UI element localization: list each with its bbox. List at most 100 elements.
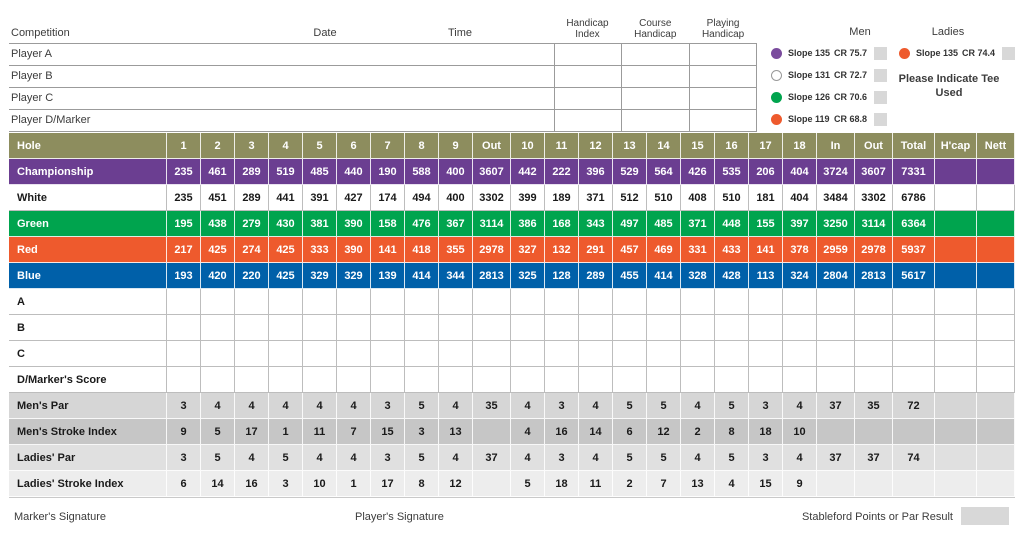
score-cell[interactable] <box>817 367 855 393</box>
score-cell[interactable] <box>473 289 511 315</box>
score-cell[interactable] <box>855 289 893 315</box>
tee-checkbox[interactable] <box>1002 46 1015 60</box>
score-cell[interactable] <box>269 367 303 393</box>
score-cell[interactable] <box>371 289 405 315</box>
score-cell[interactable] <box>749 289 783 315</box>
score-cell[interactable] <box>647 289 681 315</box>
score-cell[interactable] <box>201 315 235 341</box>
score-cell[interactable] <box>235 367 269 393</box>
score-cell[interactable] <box>473 367 511 393</box>
score-cell[interactable] <box>817 315 855 341</box>
stableford-result-box[interactable] <box>961 507 1009 525</box>
handicap-entry-cell[interactable] <box>553 44 622 65</box>
score-cell[interactable] <box>579 367 613 393</box>
score-cell[interactable] <box>545 341 579 367</box>
score-cell[interactable] <box>303 367 337 393</box>
score-cell[interactable] <box>613 315 647 341</box>
score-cell[interactable] <box>439 367 473 393</box>
score-cell[interactable] <box>371 315 405 341</box>
score-cell[interactable] <box>545 315 579 341</box>
score-cell[interactable] <box>749 341 783 367</box>
score-cell[interactable] <box>893 315 935 341</box>
score-cell[interactable] <box>201 289 235 315</box>
score-cell[interactable] <box>473 315 511 341</box>
score-cell[interactable] <box>371 341 405 367</box>
score-cell[interactable] <box>511 367 545 393</box>
handicap-entry-cell[interactable] <box>689 44 757 65</box>
score-cell[interactable] <box>613 289 647 315</box>
score-cell[interactable] <box>337 289 371 315</box>
score-cell[interactable] <box>783 341 817 367</box>
score-cell[interactable] <box>235 289 269 315</box>
score-cell[interactable] <box>545 367 579 393</box>
score-cell[interactable] <box>783 289 817 315</box>
score-cell[interactable] <box>303 315 337 341</box>
score-cell[interactable] <box>855 341 893 367</box>
score-cell[interactable] <box>337 315 371 341</box>
score-cell[interactable] <box>579 289 613 315</box>
tee-checkbox[interactable] <box>874 90 887 104</box>
score-cell[interactable] <box>439 289 473 315</box>
score-cell[interactable] <box>817 289 855 315</box>
score-cell[interactable] <box>935 367 977 393</box>
score-cell[interactable] <box>749 315 783 341</box>
score-cell[interactable] <box>235 341 269 367</box>
score-cell[interactable] <box>269 289 303 315</box>
score-cell[interactable] <box>935 315 977 341</box>
score-cell[interactable] <box>201 341 235 367</box>
score-cell[interactable] <box>749 367 783 393</box>
handicap-entry-cell[interactable] <box>621 66 689 87</box>
score-cell[interactable] <box>783 367 817 393</box>
score-cell[interactable] <box>371 367 405 393</box>
handicap-entry-cell[interactable] <box>621 110 689 131</box>
score-cell[interactable] <box>715 367 749 393</box>
score-cell[interactable] <box>439 315 473 341</box>
score-cell[interactable] <box>167 315 201 341</box>
score-cell[interactable] <box>405 315 439 341</box>
tee-checkbox[interactable] <box>874 68 887 82</box>
score-cell[interactable] <box>579 341 613 367</box>
score-cell[interactable] <box>167 341 201 367</box>
handicap-entry-cell[interactable] <box>621 88 689 109</box>
score-cell[interactable] <box>893 367 935 393</box>
score-cell[interactable] <box>269 315 303 341</box>
score-cell[interactable] <box>439 341 473 367</box>
score-cell[interactable] <box>681 367 715 393</box>
score-cell[interactable] <box>511 315 545 341</box>
handicap-entry-cell[interactable] <box>621 44 689 65</box>
score-cell[interactable] <box>167 367 201 393</box>
handicap-entry-cell[interactable] <box>553 88 622 109</box>
score-cell[interactable] <box>715 289 749 315</box>
score-cell[interactable] <box>235 315 269 341</box>
score-cell[interactable] <box>893 341 935 367</box>
score-cell[interactable] <box>935 289 977 315</box>
score-cell[interactable] <box>977 341 1015 367</box>
score-cell[interactable] <box>715 315 749 341</box>
score-cell[interactable] <box>579 315 613 341</box>
score-cell[interactable] <box>681 289 715 315</box>
score-cell[interactable] <box>715 341 749 367</box>
score-cell[interactable] <box>977 315 1015 341</box>
tee-checkbox[interactable] <box>874 46 887 60</box>
score-cell[interactable] <box>511 341 545 367</box>
score-cell[interactable] <box>613 341 647 367</box>
handicap-entry-cell[interactable] <box>553 110 622 131</box>
score-cell[interactable] <box>647 367 681 393</box>
handicap-entry-cell[interactable] <box>689 110 757 131</box>
score-cell[interactable] <box>405 367 439 393</box>
score-cell[interactable] <box>511 289 545 315</box>
score-cell[interactable] <box>977 367 1015 393</box>
score-cell[interactable] <box>935 341 977 367</box>
tee-checkbox[interactable] <box>874 112 887 126</box>
score-cell[interactable] <box>405 289 439 315</box>
handicap-entry-cell[interactable] <box>689 66 757 87</box>
info-header-left[interactable]: Competition Date Time <box>9 8 554 43</box>
score-cell[interactable] <box>303 341 337 367</box>
score-cell[interactable] <box>303 289 337 315</box>
score-cell[interactable] <box>783 315 817 341</box>
score-cell[interactable] <box>855 315 893 341</box>
score-cell[interactable] <box>201 367 235 393</box>
handicap-entry-cell[interactable] <box>553 66 622 87</box>
score-cell[interactable] <box>269 341 303 367</box>
score-cell[interactable] <box>337 367 371 393</box>
